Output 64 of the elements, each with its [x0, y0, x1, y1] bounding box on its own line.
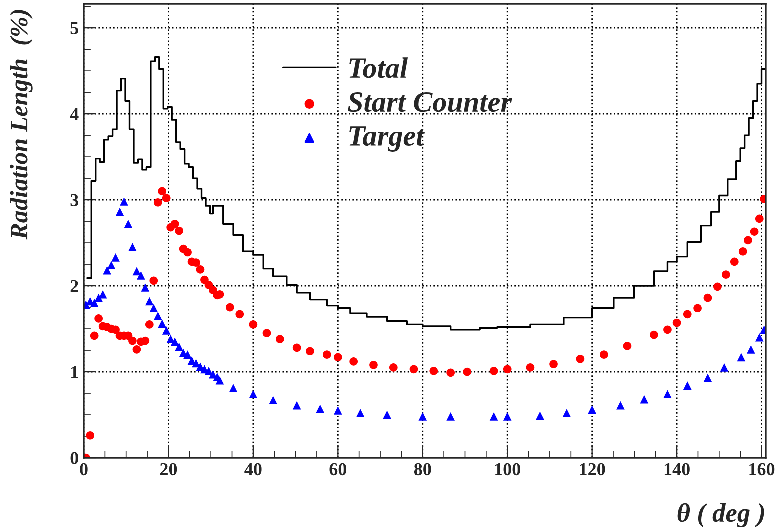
point: [418, 412, 428, 421]
x-tick-label: 60: [330, 463, 346, 476]
x-tick-label: 20: [160, 463, 178, 476]
legend-label: Start Counter: [348, 92, 512, 112]
point: [737, 353, 746, 362]
point: [184, 350, 192, 359]
point: [664, 390, 672, 399]
point: [640, 395, 649, 404]
point: [588, 406, 596, 414]
x-tick-label: 0: [80, 463, 88, 476]
point: [316, 404, 325, 414]
x-axis-title: θ ( deg ): [678, 503, 764, 527]
point: [503, 412, 512, 421]
point: [536, 412, 544, 420]
point: [162, 326, 171, 335]
point: [216, 376, 224, 385]
point: [747, 345, 756, 354]
x-tick-label: 160: [750, 463, 775, 476]
point: [249, 390, 258, 399]
point: [490, 412, 498, 421]
x-tick-label: 100: [496, 463, 520, 476]
point: [112, 253, 120, 262]
point: [120, 198, 128, 206]
point: [124, 220, 133, 228]
legend-label: Target: [350, 126, 425, 152]
y-tick-label: 4: [70, 108, 79, 120]
x-tick-label: 40: [244, 463, 262, 476]
point: [334, 406, 342, 415]
point: [150, 304, 158, 313]
point: [683, 382, 692, 390]
y-axis-title: Radiation Length (%): [10, 10, 33, 240]
point: [175, 342, 184, 352]
point: [103, 266, 112, 275]
point: [562, 409, 572, 418]
point: [383, 410, 392, 420]
point: [158, 320, 167, 328]
point: [269, 396, 278, 405]
y-tick-label: 2: [70, 280, 78, 292]
point: [704, 374, 712, 382]
point: [446, 412, 456, 421]
point: [755, 333, 764, 342]
y-tick-label: 3: [70, 194, 79, 206]
point: [616, 401, 625, 410]
point: [107, 261, 116, 270]
point: [356, 409, 365, 418]
point: [90, 299, 99, 308]
point: [170, 338, 180, 346]
y-tick-label: 5: [70, 22, 78, 35]
x-tick-label: 120: [580, 463, 606, 476]
y-tick-label: 1: [72, 366, 78, 378]
y-tick-label: 0: [70, 452, 78, 464]
point: [116, 208, 124, 216]
point: [229, 384, 238, 393]
point: [141, 284, 150, 292]
point: [132, 267, 142, 276]
point: [292, 401, 302, 410]
point: [154, 312, 162, 320]
point: [720, 364, 729, 372]
legend-label: Total: [350, 58, 408, 78]
x-tick-label: 140: [664, 463, 690, 476]
point: [145, 297, 154, 306]
point: [137, 272, 146, 280]
x-tick-label: 80: [414, 463, 432, 476]
point: [128, 243, 137, 252]
